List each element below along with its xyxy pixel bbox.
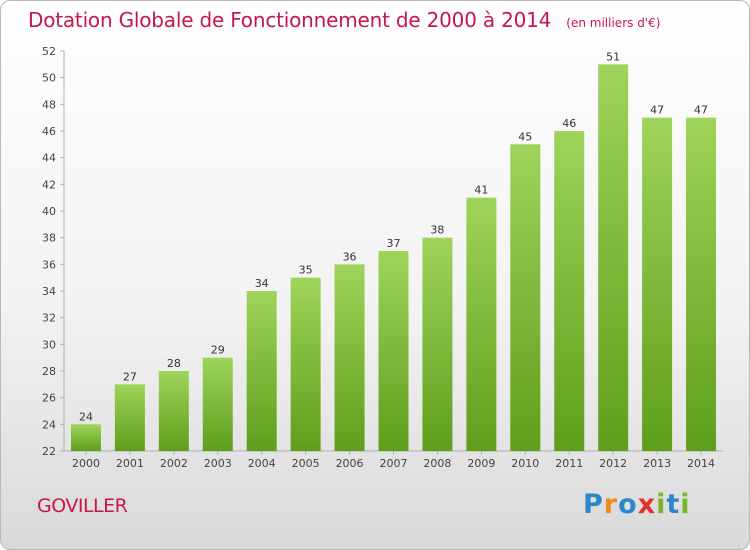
bar-2002	[158, 371, 189, 451]
data-label-2011: 46	[562, 117, 576, 130]
y-tick-label: 34	[42, 285, 56, 298]
x-tick-label-2010: 2010	[511, 457, 539, 470]
y-tick-label: 42	[42, 178, 56, 191]
y-tick-label: 24	[42, 418, 56, 431]
x-tick-label-2002: 2002	[160, 457, 188, 470]
y-tick-label: 48	[42, 98, 56, 111]
chart-title-unit: (en milliers d'€)	[566, 16, 661, 30]
bar-2010	[510, 144, 541, 452]
data-label-2010: 45	[518, 130, 532, 143]
y-tick-label: 22	[42, 445, 56, 458]
y-tick-label: 32	[42, 312, 56, 325]
bar-2004	[246, 291, 277, 451]
logo-letter: r	[603, 489, 619, 520]
logo-letter: t	[666, 489, 681, 520]
x-tick-label-2008: 2008	[423, 457, 451, 470]
y-tick-label: 44	[42, 152, 56, 165]
proxiti-logo: Proxiti	[583, 489, 691, 520]
y-tick-label: 30	[42, 338, 56, 351]
x-tick-label-2009: 2009	[467, 457, 495, 470]
bar-2003	[202, 357, 233, 451]
data-label-2007: 37	[387, 237, 401, 250]
x-tick-label-2013: 2013	[643, 457, 671, 470]
commune-name: GOVILLER	[37, 495, 128, 517]
data-label-2013: 47	[650, 104, 664, 117]
bar-2011	[554, 131, 585, 451]
x-axis: 2000 2001 2002 2003 2004 2005 2006 2007 2008 2009…	[64, 450, 723, 470]
data-label-2008: 38	[430, 224, 444, 237]
data-label-2000: 24	[79, 410, 93, 423]
data-label-2001: 27	[123, 370, 137, 383]
y-tick-label: 40	[42, 205, 56, 218]
data-labels: 24 27 28 29 34 35 36 37 38 41 45 46 51 47 47	[79, 50, 708, 423]
data-label-2006: 36	[343, 250, 357, 263]
y-tick-label: 26	[42, 392, 56, 405]
data-label-2005: 35	[299, 264, 313, 277]
bar-2007	[378, 251, 409, 451]
x-tick-label-2003: 2003	[204, 457, 232, 470]
logo-letter: P	[583, 489, 604, 520]
chart-title-main: Dotation Globale de Fonctionnement de 20…	[28, 8, 552, 32]
x-tick-label-2005: 2005	[292, 457, 320, 470]
bar-2000	[70, 424, 101, 451]
data-label-2004: 34	[255, 277, 269, 290]
logo-letter: i	[680, 489, 691, 520]
x-tick-label-2000: 2000	[72, 457, 100, 470]
y-tick-label: 28	[42, 365, 56, 378]
x-tick-label-2011: 2011	[555, 457, 583, 470]
data-label-2014: 47	[694, 104, 708, 117]
x-tick-label-2006: 2006	[336, 457, 364, 470]
bar-2009	[466, 197, 497, 451]
y-tick-label: 36	[42, 258, 56, 271]
x-tick-label-2004: 2004	[248, 457, 276, 470]
bar-2008	[422, 237, 453, 451]
bar-2012	[598, 64, 629, 452]
y-tick-label: 50	[42, 72, 56, 85]
bar-2013	[642, 117, 673, 452]
bar-2014	[686, 117, 717, 452]
x-tick-label-2001: 2001	[116, 457, 144, 470]
data-label-2009: 41	[474, 184, 488, 197]
bar-2001	[114, 384, 145, 451]
bar-series	[70, 64, 717, 452]
data-label-2003: 29	[211, 344, 225, 357]
bar-2005	[290, 277, 321, 451]
x-tick-label-2012: 2012	[599, 457, 627, 470]
data-label-2012: 51	[606, 50, 620, 63]
logo-letter: x	[637, 489, 657, 520]
data-label-2002: 28	[167, 357, 181, 370]
y-tick-label: 46	[42, 125, 56, 138]
y-axis: 22 24 26 28 30 32 34 36 38 40 42 44 46 48 50 52	[42, 45, 65, 458]
bar-2006	[334, 264, 365, 451]
y-tick-label: 52	[42, 45, 56, 58]
logo-letter: o	[618, 489, 638, 520]
logo-letter: i	[656, 489, 667, 520]
y-tick-label: 38	[42, 232, 56, 245]
chart-title: Dotation Globale de Fonctionnement de 20…	[28, 8, 660, 32]
x-tick-label-2007: 2007	[380, 457, 408, 470]
x-tick-label-2014: 2014	[687, 457, 715, 470]
